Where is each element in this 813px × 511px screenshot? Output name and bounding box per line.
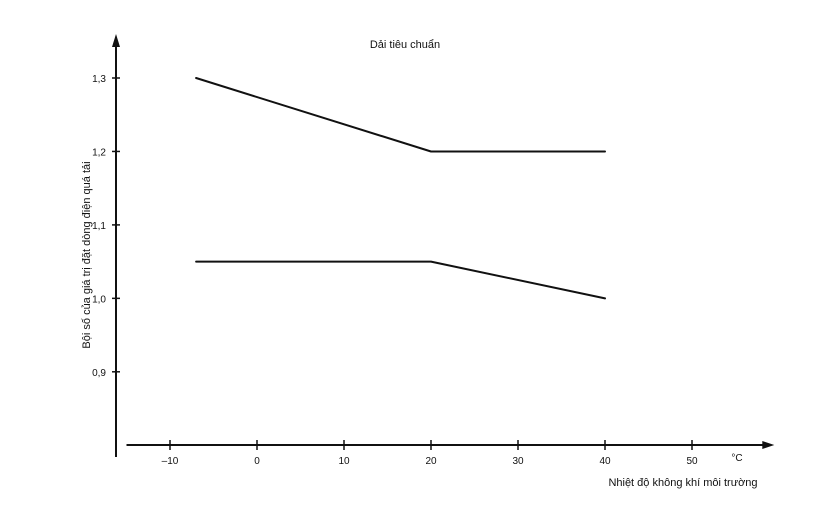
x-unit-label: °C bbox=[731, 453, 742, 464]
lower-limit-line bbox=[195, 260, 606, 300]
y-tick-label: 0,9 bbox=[92, 368, 106, 379]
x-tick-label: 0 bbox=[254, 456, 260, 467]
axes: –10 0 10 20 30 40 50 0,9 1,0 1,1 1,2 1,3 bbox=[92, 34, 775, 467]
x-tick-label: 40 bbox=[599, 456, 611, 467]
x-tick-label: 20 bbox=[425, 456, 437, 467]
y-axis-arrow bbox=[112, 34, 120, 47]
x-tick-label: 30 bbox=[512, 456, 524, 467]
y-tick-label: 1,2 bbox=[92, 147, 106, 158]
y-tick-label: 1,3 bbox=[92, 74, 106, 85]
x-tick-label: 50 bbox=[686, 456, 698, 467]
series-group bbox=[195, 77, 606, 300]
chart-title: Dải tiêu chuẩn bbox=[370, 39, 440, 51]
y-axis-label: Bội số của giá trị đặt dòng điện quá tải bbox=[81, 161, 93, 348]
x-axis-label: Nhiệt độ không khí môi trường bbox=[608, 477, 757, 489]
x-tick-label: 10 bbox=[338, 456, 350, 467]
y-tick-label: 1,0 bbox=[92, 294, 106, 305]
x-tick-label: –10 bbox=[162, 456, 179, 467]
upper-limit-line bbox=[195, 77, 606, 153]
x-axis-arrow bbox=[762, 441, 775, 449]
y-tick-label: 1,1 bbox=[92, 221, 106, 232]
